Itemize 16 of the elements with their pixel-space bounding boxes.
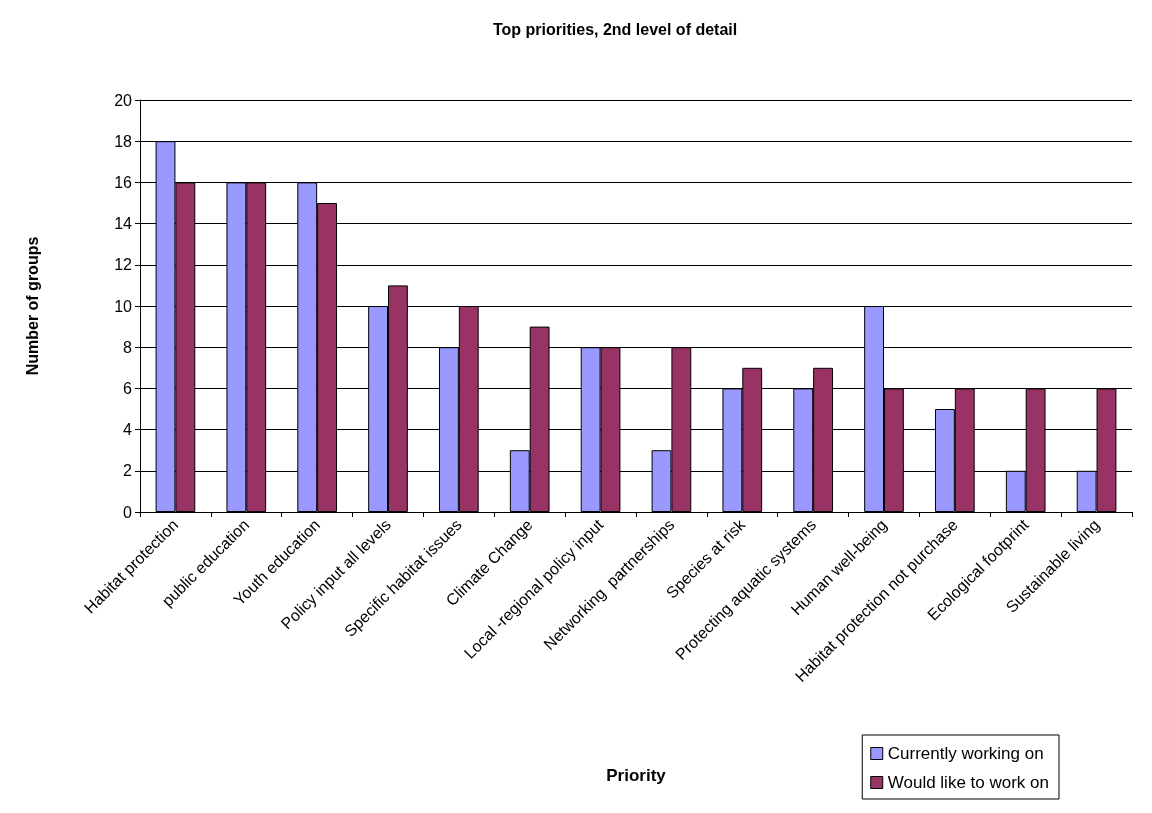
legend-label: Would like to work on xyxy=(887,773,1050,792)
y-tick-label: 18 xyxy=(114,132,133,150)
y-tick-label: 12 xyxy=(114,256,133,274)
legend-label: Currently working on xyxy=(887,744,1044,763)
y-tick-label: 20 xyxy=(114,91,133,109)
y-tick-label: 2 xyxy=(123,462,133,480)
y-tick-label: 0 xyxy=(123,503,133,521)
y-tick-label: 16 xyxy=(114,173,133,191)
y-tick-label: 8 xyxy=(123,338,133,356)
y-tick-label: 14 xyxy=(114,215,133,233)
y-tick-label: 4 xyxy=(123,421,133,439)
y-tick-label: 6 xyxy=(123,379,133,397)
chart-title: Top priorities, 2nd level of detail xyxy=(493,20,738,38)
x-axis-title: Priority xyxy=(606,766,667,785)
y-axis-title: Number of groups xyxy=(23,236,41,376)
y-tick-label: 10 xyxy=(114,297,133,315)
